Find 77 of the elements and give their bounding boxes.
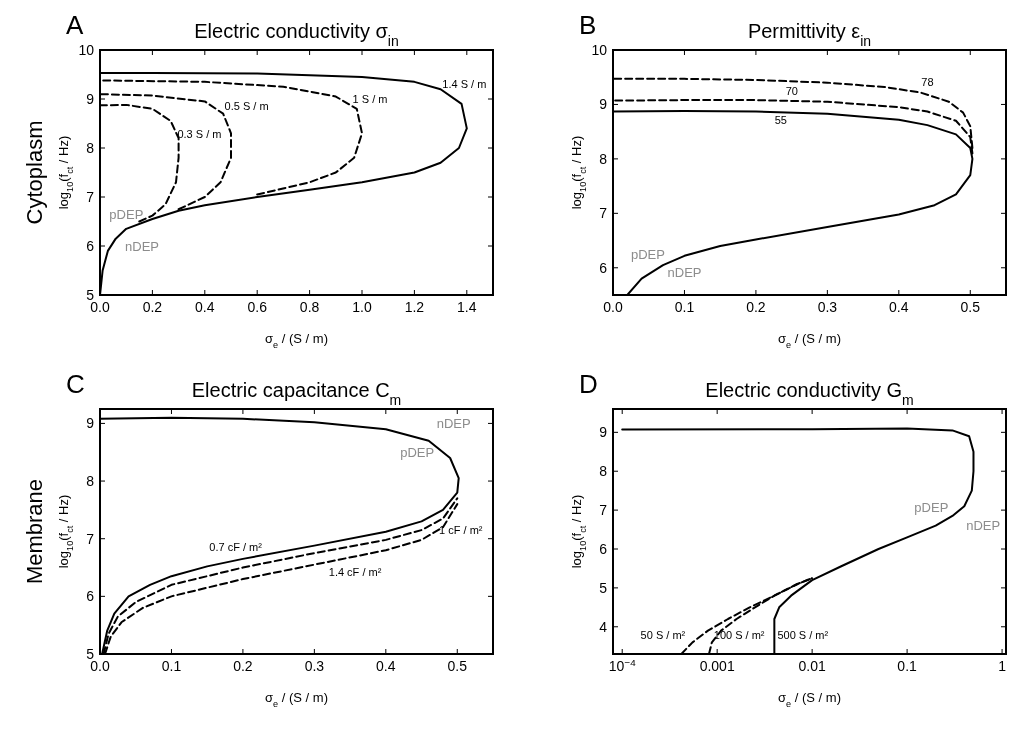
x-tick-label: 0.001 <box>699 658 735 674</box>
series-label: 100 S / m² <box>713 629 765 642</box>
annotation: nDEP <box>966 518 1001 534</box>
x-tick-label: 0.4 <box>376 658 396 674</box>
x-tick-label: 0.5 <box>960 299 981 315</box>
x-tick-label: 0.5 <box>447 658 468 674</box>
series-label: 55 <box>774 114 787 127</box>
annotation: nDEP <box>667 264 702 280</box>
x-tick-label: 0.1 <box>674 299 695 315</box>
x-tick-label: 1 <box>998 658 1007 674</box>
y-tick-label: 7 <box>86 188 95 205</box>
y-tick-label: 6 <box>599 259 608 276</box>
annotation: pDEP <box>914 500 949 516</box>
x-tick-label: 0.8 <box>299 299 320 315</box>
y-tick-label: 7 <box>599 205 608 222</box>
y-tick-label: 8 <box>599 150 608 167</box>
series-label: 1 S / m <box>352 92 388 105</box>
annotation: nDEP <box>436 416 471 432</box>
y-tick-label: 5 <box>599 579 608 596</box>
annotation: pDEP <box>109 206 144 222</box>
x-tick-label: 0.01 <box>798 658 826 674</box>
x-axis-title: σ$_{e}$ / (S / m) <box>265 690 328 709</box>
y-tick-label: 9 <box>599 424 608 441</box>
chart-title: Permittivity ε$_{in}$ <box>747 20 872 49</box>
x-tick-label: 1.0 <box>352 299 372 315</box>
y-tick-label: 9 <box>599 96 608 113</box>
x-tick-label: 0.2 <box>142 299 163 315</box>
x-tick-label: 10$^{−4}$ <box>608 656 637 674</box>
series-label: 0.7 cF / m² <box>209 541 263 554</box>
y-tick-label: 4 <box>599 618 608 635</box>
chart-title: Electric conductivity G$_{m}$ <box>705 379 914 408</box>
series-label: 0.3 S / m <box>177 128 222 141</box>
x-tick-label: 0.1 <box>897 658 918 674</box>
series-label: 0.5 S / m <box>224 100 269 113</box>
x-tick-label: 0.2 <box>746 299 766 315</box>
text: Membrane <box>22 478 47 585</box>
x-tick-label: 0.3 <box>817 299 838 315</box>
x-tick-label: 0.2 <box>233 658 253 674</box>
series-label: 78 <box>921 75 934 88</box>
series-label: 50 S / m² <box>640 629 686 642</box>
text: C <box>66 369 85 399</box>
x-axis-title: σ$_{e}$ / (S / m) <box>265 331 328 350</box>
y-tick-label: 8 <box>599 463 608 480</box>
series-label: 1.4 S / m <box>442 78 487 91</box>
annotation: pDEP <box>400 444 435 460</box>
y-tick-label: 8 <box>86 139 95 156</box>
x-tick-label: 0.3 <box>304 658 325 674</box>
series-label: 70 <box>785 84 798 97</box>
text: A <box>66 10 84 40</box>
text: Cytoplasm <box>22 120 47 225</box>
y-tick-label: 8 <box>86 472 95 489</box>
y-tick-label: 9 <box>86 415 95 432</box>
x-tick-label: 0.4 <box>889 299 909 315</box>
x-tick-label: 1.2 <box>404 299 425 315</box>
y-tick-label: 7 <box>599 502 608 519</box>
chart-title: Electric conductivity σ$_{in}$ <box>194 20 399 49</box>
chart-title: Electric capacitance C$_{m}$ <box>191 379 402 408</box>
series-label: 1.4 cF / m² <box>328 565 382 578</box>
x-tick-label: 1.4 <box>457 299 477 315</box>
y-tick-label: 6 <box>599 540 608 557</box>
y-tick-label: 9 <box>86 90 95 107</box>
text: D <box>579 369 598 399</box>
x-tick-label: 0.6 <box>247 299 268 315</box>
annotation: nDEP <box>125 238 160 254</box>
y-tick-label: 6 <box>86 588 95 605</box>
text: B <box>579 10 597 40</box>
y-tick-label: 10 <box>78 41 95 58</box>
x-axis-title: σ$_{e}$ / (S / m) <box>778 690 841 709</box>
x-tick-label: 0.4 <box>195 299 215 315</box>
x-tick-label: 0.1 <box>161 658 182 674</box>
x-tick-label: 0.0 <box>603 299 623 315</box>
y-tick-label: 6 <box>86 237 95 254</box>
y-tick-label: 10 <box>591 41 608 58</box>
series-label: 500 S / m² <box>777 629 829 642</box>
annotation: pDEP <box>630 246 665 262</box>
x-axis-title: σ$_{e}$ / (S / m) <box>778 331 841 350</box>
y-tick-label: 7 <box>86 530 95 547</box>
